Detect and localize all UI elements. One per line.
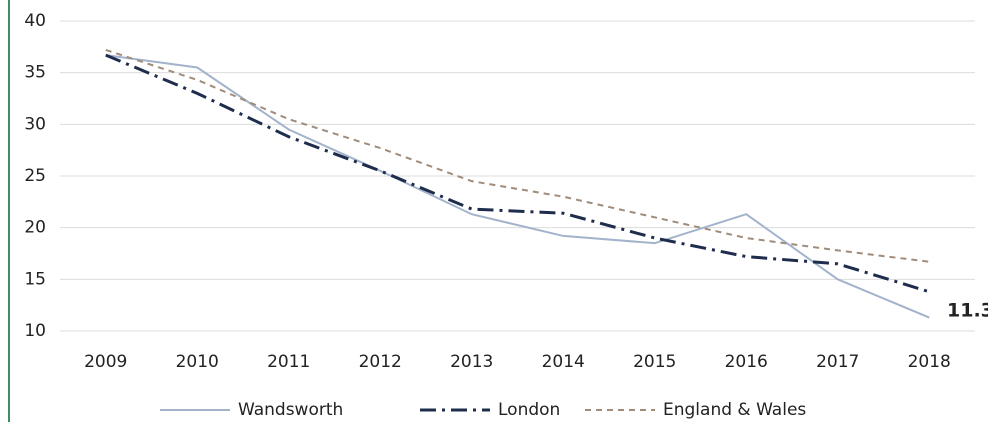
- y-tick-label: 40: [24, 11, 46, 31]
- legend-label: London: [498, 400, 560, 420]
- y-tick-label: 20: [24, 218, 46, 238]
- x-tick-label: 2018: [908, 352, 951, 372]
- x-tick-label: 2011: [267, 352, 310, 372]
- x-tick-label: 2009: [84, 352, 127, 372]
- x-tick-label: 2014: [542, 352, 585, 372]
- y-tick-label: 10: [24, 321, 46, 341]
- x-tick-label: 2012: [359, 352, 402, 372]
- y-tick-label: 15: [24, 269, 46, 289]
- y-tick-label: 25: [24, 166, 46, 186]
- x-tick-label: 2013: [450, 352, 493, 372]
- series-line: [105, 54, 930, 319]
- y-tick-label: 30: [24, 114, 46, 134]
- x-tick-label: 2017: [816, 352, 859, 372]
- legend-label: Wandsworth: [238, 400, 343, 420]
- x-tick-label: 2016: [725, 352, 768, 372]
- x-tick-label: 2015: [633, 352, 676, 372]
- series-line: [105, 53, 930, 294]
- data-label: 11.3: [947, 300, 988, 322]
- y-tick-label: 35: [24, 63, 46, 83]
- legend-label: England & Wales: [663, 400, 806, 420]
- x-tick-label: 2010: [176, 352, 219, 372]
- series-line: [105, 48, 930, 263]
